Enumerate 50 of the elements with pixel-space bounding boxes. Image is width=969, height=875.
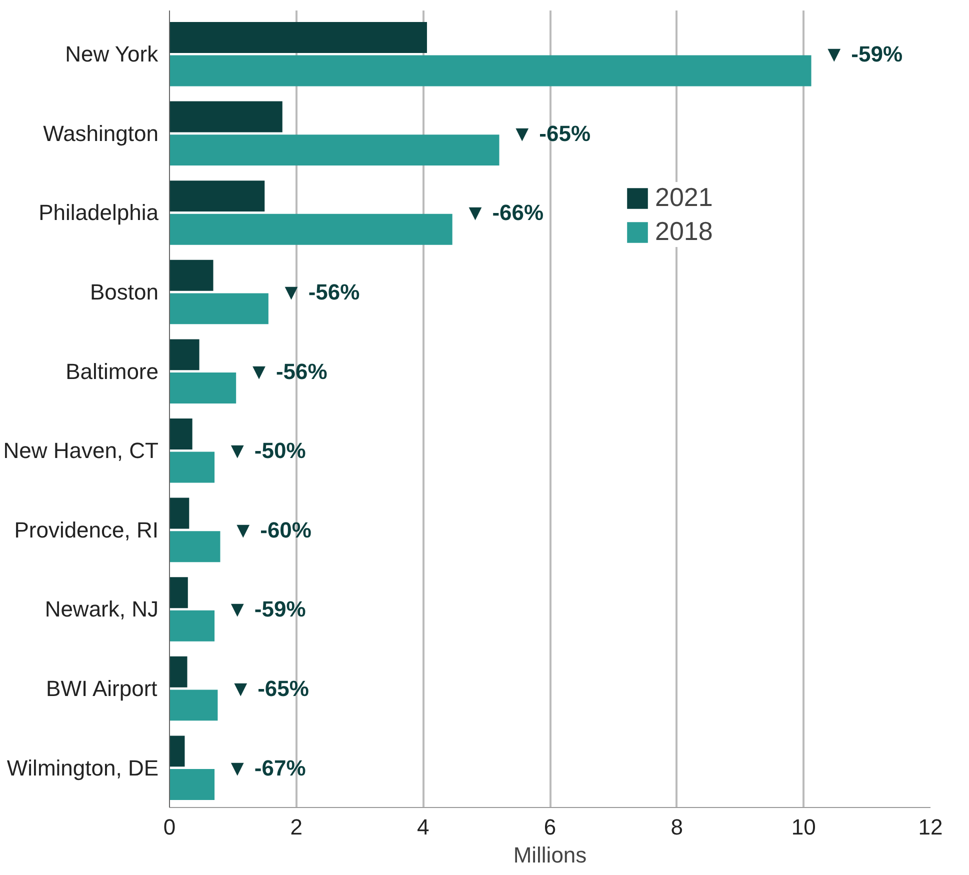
y-tick-label: BWI Airport	[46, 676, 158, 702]
bar	[170, 134, 500, 166]
bar	[170, 372, 236, 404]
bar	[170, 690, 218, 721]
bar	[170, 656, 188, 688]
bar	[170, 180, 265, 212]
annotation: ▼ -67%	[226, 755, 306, 780]
x-tick-label: 2	[290, 814, 302, 840]
y-tick-label: New Haven, CT	[3, 438, 159, 464]
y-tick-label: New York	[65, 42, 160, 67]
annotation: ▼ -56%	[280, 280, 360, 305]
x-axis-title: Millions	[513, 842, 587, 868]
annotation: ▼ -66%	[464, 200, 544, 226]
legend-label: 2021	[655, 182, 713, 213]
y-tick-label: Philadelphia	[38, 200, 160, 226]
annotation: ▼ -50%	[226, 438, 306, 464]
y-tick-label: Providence, RI	[14, 517, 159, 542]
annotation: ▼ -60%	[232, 517, 312, 542]
y-tick-label: Wilmington, DE	[6, 755, 158, 780]
bar	[170, 418, 192, 450]
x-tick-label: 10	[791, 814, 816, 840]
x-tick-label: 6	[544, 814, 556, 840]
y-tick-label: Baltimore	[66, 358, 158, 384]
annotation: ▼ -65%	[511, 120, 591, 146]
bar	[170, 498, 190, 529]
x-tick-label: 8	[670, 814, 683, 840]
bar	[170, 610, 215, 642]
x-tick-label: 4	[417, 814, 430, 840]
x-tick-label: 12	[918, 814, 943, 840]
bar	[170, 101, 282, 132]
bar	[170, 293, 268, 324]
x-tick-label: 0	[163, 814, 176, 840]
annotation: ▼ -65%	[230, 676, 309, 702]
bar	[170, 22, 427, 53]
annotation: ▼ -59%	[823, 42, 903, 67]
annotation: ▼ -56%	[248, 358, 328, 384]
bar	[170, 736, 185, 767]
bar	[170, 531, 220, 562]
bar	[170, 214, 452, 245]
y-tick-label: Newark, NJ	[44, 596, 159, 622]
y-tick-label: Boston	[90, 280, 159, 305]
bar	[170, 55, 812, 86]
bar	[170, 339, 200, 370]
bar	[170, 577, 188, 608]
bar	[170, 769, 215, 800]
annotation: ▼ -59%	[226, 596, 306, 622]
bar	[170, 452, 215, 483]
y-tick-label: Washington	[43, 120, 159, 146]
bar	[170, 260, 214, 291]
legend-label: 2018	[655, 216, 713, 247]
